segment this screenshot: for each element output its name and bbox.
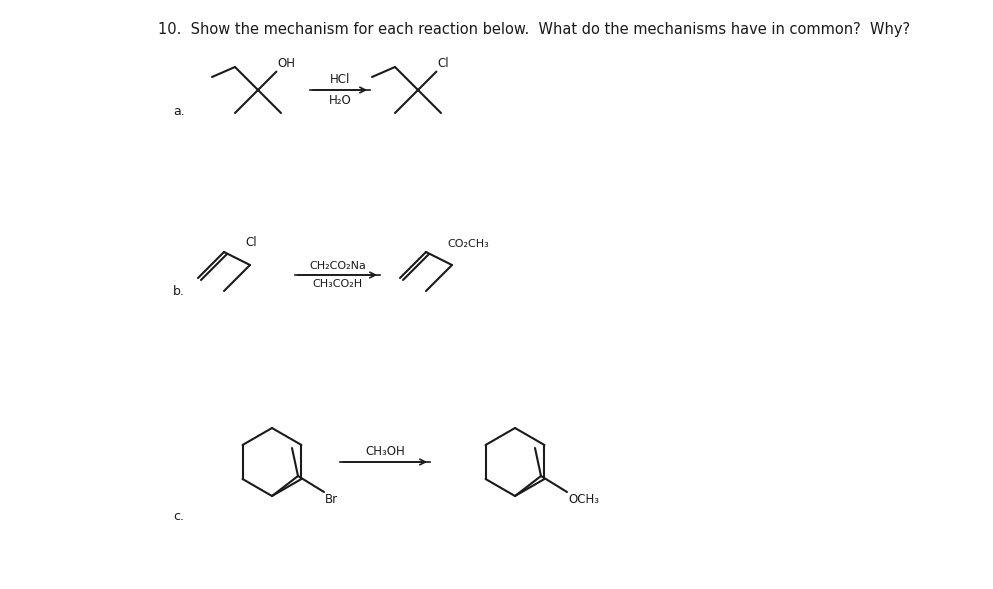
Text: a.: a. xyxy=(173,105,185,118)
Text: CH₃OH: CH₃OH xyxy=(365,445,405,458)
Text: 10.  Show the mechanism for each reaction below.  What do the mechanisms have in: 10. Show the mechanism for each reaction… xyxy=(158,22,911,37)
Text: Br: Br xyxy=(325,493,339,506)
Text: H₂O: H₂O xyxy=(329,94,352,107)
Text: Cl: Cl xyxy=(245,236,256,249)
Text: c.: c. xyxy=(173,510,184,523)
Text: OCH₃: OCH₃ xyxy=(568,493,599,506)
Text: CO₂CH₃: CO₂CH₃ xyxy=(447,239,489,249)
Text: CH₃CO₂H: CH₃CO₂H xyxy=(313,279,362,289)
Text: b.: b. xyxy=(173,285,185,298)
Text: HCl: HCl xyxy=(330,73,351,86)
Text: OH: OH xyxy=(277,57,295,70)
Text: CH₂CO₂Na: CH₂CO₂Na xyxy=(309,261,366,271)
Text: Cl: Cl xyxy=(437,57,449,70)
